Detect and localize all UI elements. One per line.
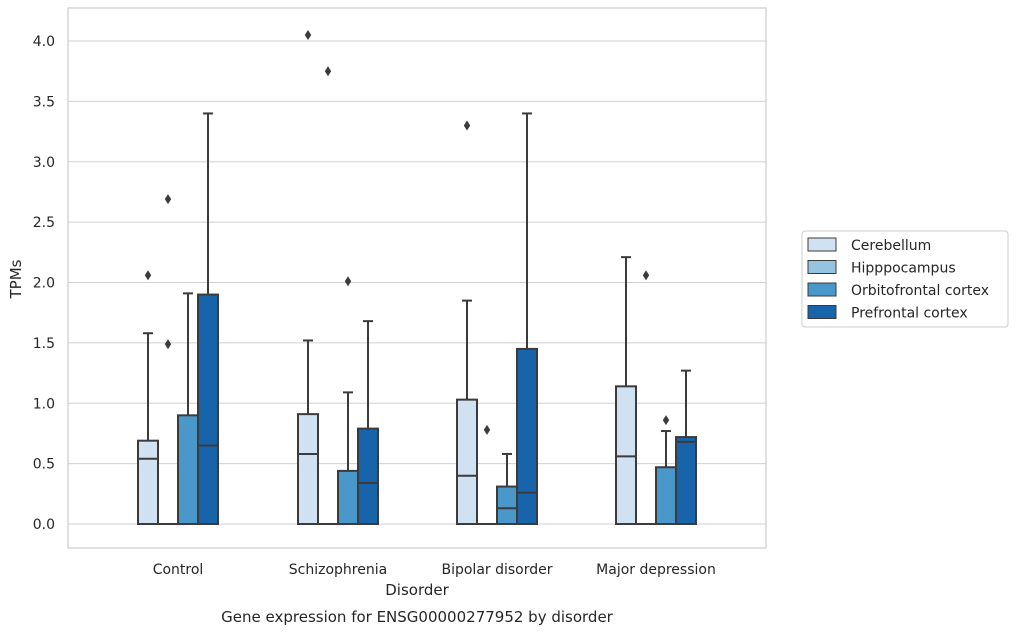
legend-item: Hipppocampus — [807, 260, 956, 277]
legend-label: Cerebellum — [851, 238, 931, 254]
box — [357, 320, 379, 526]
x-axis-title: Disorder — [385, 581, 449, 599]
y-tick-label: 0.0 — [33, 517, 55, 533]
flier-point — [662, 415, 670, 426]
flier-point — [344, 276, 352, 287]
box-body — [615, 385, 637, 525]
y-tick-label: 3.5 — [33, 94, 55, 110]
legend-label: Hipppocampus — [851, 261, 956, 277]
y-axis-title: TPMs — [7, 259, 25, 299]
legend-swatch — [807, 282, 837, 297]
box — [636, 270, 656, 525]
box — [615, 256, 637, 525]
box-body — [456, 398, 478, 525]
y-tick-label: 4.0 — [33, 34, 55, 50]
box-body — [197, 293, 219, 526]
y-tick-labels: 0.0 0.5 1.0 1.5 2.0 2.5 3.0 3.5 4.0 — [33, 34, 55, 533]
y-tick-label: 1.5 — [33, 336, 55, 352]
series-prefrontal-cortex — [197, 112, 697, 526]
flier-point — [144, 270, 152, 281]
x-tick-label: Control — [153, 562, 204, 578]
box-body — [137, 439, 159, 525]
x-tick-label: Schizophrenia — [289, 562, 387, 578]
box — [675, 369, 697, 525]
legend-label: Prefrontal cortex — [851, 306, 968, 322]
flier-point — [324, 66, 332, 77]
flier-point — [463, 120, 471, 131]
y-tick-label: 2.0 — [33, 276, 55, 292]
box — [177, 292, 199, 526]
box-body — [675, 436, 697, 525]
flier-point — [304, 29, 312, 40]
box — [516, 112, 538, 525]
legend-item: Orbitofrontal cortex — [807, 282, 989, 299]
legend-frame — [801, 230, 1009, 328]
box-body — [655, 466, 677, 525]
box — [477, 424, 497, 525]
box — [337, 276, 359, 525]
legend-label: Orbitofrontal cortex — [851, 283, 989, 299]
y-tick-label: 2.5 — [33, 215, 55, 231]
flier-point — [483, 424, 491, 435]
box — [137, 270, 159, 525]
box — [496, 452, 518, 526]
legend-swatch — [807, 237, 837, 252]
box-body — [496, 485, 518, 526]
box — [456, 120, 478, 525]
x-tick-label: Major depression — [596, 562, 716, 578]
chart-caption: Gene expression for ENSG00000277952 by d… — [221, 608, 614, 626]
box-body — [357, 427, 379, 526]
box-series — [137, 29, 697, 526]
x-tick-label: Bipolar disorder — [441, 562, 552, 578]
y-tick-label: 0.5 — [33, 457, 55, 473]
box-body — [337, 469, 359, 525]
flier-point — [164, 339, 172, 350]
x-tick-labels: Control Schizophrenia Bipolar disorder Majo… — [153, 562, 716, 578]
box-body — [516, 347, 538, 525]
legend-item: Prefrontal cortex — [807, 305, 968, 322]
series-cerebellum — [137, 29, 637, 525]
y-tick-label: 1.0 — [33, 396, 55, 412]
legend-swatch — [807, 305, 837, 319]
box — [158, 194, 178, 525]
legend-item: Cerebellum — [807, 237, 931, 254]
series-hipppocampus — [158, 66, 656, 525]
box-body — [177, 414, 199, 526]
box-body — [297, 413, 319, 525]
legend-swatch — [807, 260, 837, 274]
legend: Cerebellum Hipppocampus Orbitofrontal cort… — [801, 230, 1009, 328]
y-tick-label: 3.0 — [33, 155, 55, 171]
flier-point — [164, 194, 172, 205]
box — [297, 29, 319, 525]
box — [318, 66, 338, 525]
box — [197, 112, 219, 526]
flier-point — [642, 270, 650, 281]
